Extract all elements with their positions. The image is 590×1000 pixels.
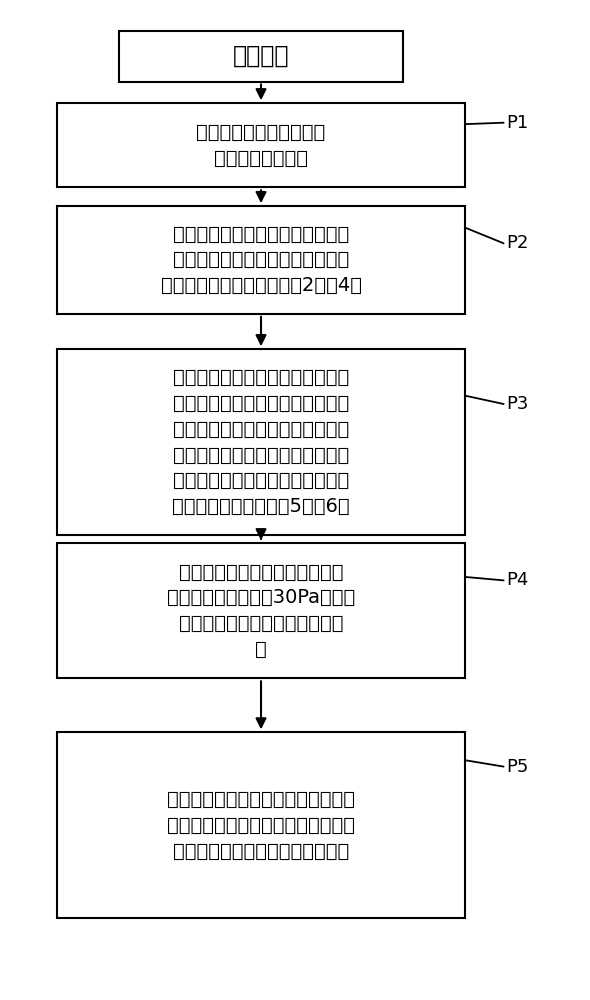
FancyBboxPatch shape (57, 349, 465, 535)
Text: 对分光室进行加温烘烤使
油污水分挥发出来: 对分光室进行加温烘烤使 油污水分挥发出来 (196, 123, 326, 168)
Text: 使通过脉冲负压吹扫气流吹走的油气
、水汽沿着真空管道排出到真空泵外
面，完成分光室内污染的彻底清除: 使通过脉冲负压吹扫气流吹走的油气 、水汽沿着真空管道排出到真空泵外 面，完成分光… (167, 790, 355, 861)
FancyBboxPatch shape (57, 103, 465, 187)
Text: P2: P2 (506, 234, 529, 252)
FancyBboxPatch shape (57, 206, 465, 314)
FancyBboxPatch shape (57, 543, 465, 678)
Text: 开始清除: 开始清除 (233, 44, 289, 68)
FancyBboxPatch shape (119, 31, 402, 82)
FancyBboxPatch shape (57, 732, 465, 918)
Text: 从分光器真空泄漏口处，通过自封
闭快速插拔接头接入气体泄漏电磁
阀管路，在外部脉冲信号发生器和
驱动电路的控制下，泄漏有规律的
负压脉冲吹扫气流对分光室进行油
: 从分光器真空泄漏口处，通过自封 闭快速插拔接头接入气体泄漏电磁 阀管路，在外部脉… (172, 368, 350, 516)
Text: P1: P1 (506, 114, 529, 132)
Text: P4: P4 (506, 571, 529, 589)
Text: 将分子筛置入分子筛储存盒并使分
子筛储存盒进入分光室对挥发出来
的油污水分进行吸附（见图2至图4）: 将分子筛置入分子筛储存盒并使分 子筛储存盒进入分光室对挥发出来 的油污水分进行吸… (160, 225, 362, 295)
Text: P5: P5 (506, 758, 529, 776)
Text: 使各分光器轮流交替真空泄漏（
使分光室内真空度为30Pa左右）
，通过脉冲负压吹扫气流进行清
除: 使各分光器轮流交替真空泄漏（ 使分光室内真空度为30Pa左右） ，通过脉冲负压吹… (167, 563, 355, 659)
Text: P3: P3 (506, 395, 529, 413)
